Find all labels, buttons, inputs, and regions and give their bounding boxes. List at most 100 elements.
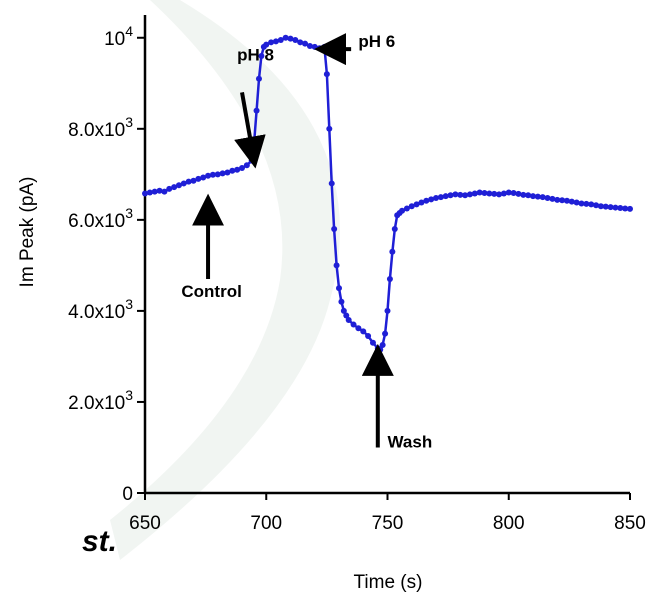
data-point bbox=[292, 37, 299, 44]
data-point bbox=[161, 188, 168, 195]
data-point bbox=[328, 180, 335, 187]
x-axis-title: Time (s) bbox=[354, 572, 423, 593]
data-point bbox=[350, 321, 357, 328]
axis-ticks: 650 700 750 800 850 0 2.0x103 4.0x103 6.0x103 8.0… bbox=[68, 23, 646, 534]
data-point bbox=[510, 189, 517, 196]
data-point bbox=[253, 107, 260, 114]
data-point bbox=[379, 342, 386, 349]
data-point bbox=[200, 174, 207, 181]
data-point bbox=[369, 339, 376, 346]
data-point bbox=[323, 71, 330, 78]
data-point bbox=[384, 307, 391, 314]
data-point bbox=[258, 52, 265, 59]
data-point bbox=[333, 262, 340, 269]
data-point bbox=[554, 196, 561, 203]
data-point bbox=[175, 182, 182, 189]
data-point bbox=[297, 39, 304, 46]
data-point bbox=[403, 205, 410, 212]
data-point bbox=[491, 190, 498, 197]
data-point bbox=[457, 191, 464, 198]
data-point bbox=[382, 330, 389, 337]
annotations: pH 8 pH 6 Control Wash bbox=[181, 32, 432, 452]
data-point bbox=[563, 197, 570, 204]
data-point bbox=[151, 188, 158, 195]
annotation-label: pH 6 bbox=[358, 32, 395, 51]
x-tick-label: 650 bbox=[129, 513, 161, 534]
data-point bbox=[360, 328, 367, 335]
data-series bbox=[142, 34, 633, 353]
data-point bbox=[205, 172, 212, 179]
data-point bbox=[617, 205, 624, 212]
annotation-arrow bbox=[234, 92, 266, 169]
data-point bbox=[302, 40, 309, 47]
data-point bbox=[447, 192, 454, 199]
data-point bbox=[486, 190, 493, 197]
y-tick-label: 104 bbox=[104, 23, 133, 50]
x-tick-label: 750 bbox=[372, 513, 404, 534]
data-point bbox=[263, 41, 270, 48]
data-point bbox=[471, 190, 478, 197]
data-point bbox=[418, 199, 425, 206]
data-point bbox=[612, 204, 619, 211]
data-point bbox=[389, 248, 396, 255]
data-point bbox=[219, 170, 226, 177]
y-tick-label: 6.0x103 bbox=[68, 205, 133, 232]
annotation-label: pH 8 bbox=[237, 46, 274, 65]
data-point bbox=[607, 204, 614, 211]
data-point bbox=[568, 198, 575, 205]
data-point bbox=[282, 34, 289, 41]
annotation-label: Control bbox=[181, 282, 241, 301]
data-point bbox=[573, 199, 580, 206]
data-point bbox=[534, 193, 541, 200]
data-point bbox=[539, 194, 546, 201]
data-point bbox=[306, 42, 313, 49]
data-point bbox=[272, 38, 279, 45]
x-tick-label: 700 bbox=[250, 513, 282, 534]
data-point bbox=[255, 75, 262, 82]
data-point bbox=[331, 225, 338, 232]
data-point bbox=[214, 171, 221, 178]
background-swoosh bbox=[110, 0, 340, 560]
data-point bbox=[549, 195, 556, 202]
data-point bbox=[243, 162, 250, 169]
data-point bbox=[340, 307, 347, 314]
data-point bbox=[355, 325, 362, 332]
data-point bbox=[326, 125, 333, 132]
y-tick-label: 4.0x103 bbox=[68, 296, 133, 323]
data-point bbox=[559, 197, 566, 204]
data-point bbox=[423, 197, 430, 204]
data-point bbox=[593, 202, 600, 209]
data-point bbox=[462, 192, 469, 199]
data-point bbox=[627, 205, 633, 212]
data-point bbox=[391, 225, 398, 232]
data-point bbox=[156, 187, 163, 194]
data-point bbox=[578, 200, 585, 207]
data-point bbox=[336, 285, 342, 292]
data-point bbox=[505, 189, 512, 196]
series-line bbox=[144, 36, 631, 352]
data-point bbox=[602, 203, 609, 210]
partial-caption-text: st. bbox=[82, 525, 118, 558]
data-point bbox=[338, 298, 345, 305]
data-point bbox=[515, 190, 522, 197]
data-point bbox=[142, 190, 148, 197]
data-point bbox=[277, 37, 284, 44]
data-point bbox=[171, 184, 178, 191]
data-point bbox=[433, 195, 439, 202]
data-point bbox=[195, 175, 202, 182]
data-point bbox=[343, 312, 350, 319]
y-tick-label: 8.0x103 bbox=[68, 114, 133, 141]
data-point bbox=[452, 191, 459, 198]
annotation-label: Wash bbox=[388, 432, 433, 451]
data-point bbox=[588, 201, 595, 208]
data-point bbox=[386, 276, 393, 283]
y-tick-label: 2.0x103 bbox=[68, 387, 133, 414]
data-point bbox=[530, 193, 536, 200]
data-point bbox=[268, 39, 275, 46]
data-point bbox=[466, 191, 473, 198]
x-tick-label: 850 bbox=[614, 513, 646, 534]
data-point bbox=[442, 193, 449, 200]
data-point bbox=[525, 192, 532, 199]
data-point bbox=[287, 35, 294, 42]
data-point bbox=[496, 191, 503, 198]
